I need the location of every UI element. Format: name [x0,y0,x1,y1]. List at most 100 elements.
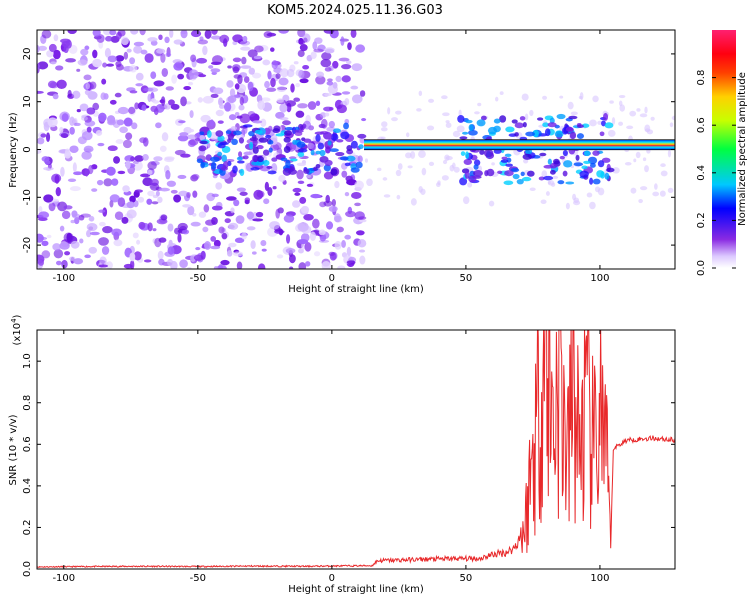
spectrogram-noise-blob [410,198,417,206]
spectrogram-signal-blob [510,168,520,173]
spectrogram-signal-blob [239,168,245,177]
spectrogram-noise-blob [307,101,317,110]
spectrogram-noise-blob [297,103,308,109]
spectrogram-signal-blob [583,150,591,157]
spectrogram-noise-blob [619,104,626,112]
spectrogram-noise-blob [133,45,143,54]
spectrogram-noise-blob [589,119,597,127]
spectrogram-noise-blob [278,228,284,236]
spectrogram-noise-blob [53,248,64,259]
spectrogram-y-axis-label: Frequency (Hz) [8,112,19,188]
spectrogram-noise-blob [221,232,228,240]
spectrogram-noise-blob [219,34,230,44]
spectrogram-noise-blob [263,198,270,205]
spectrogram-signal-blob [327,140,332,146]
spectrogram-noise-blob [262,59,271,66]
spectrogram-noise-blob [215,182,223,190]
spectrogram-noise-blob [314,37,323,44]
spectrogram-noise-blob [48,43,57,53]
spectrogram-noise-blob [48,202,56,212]
spectrogram-noise-blob [609,100,614,104]
spectrogram-noise-blob [421,167,427,176]
spectrogram-noise-blob [170,189,178,194]
spectrogram-noise-blob [589,201,596,210]
spectrogram-signal-blob [601,157,611,163]
spectrogram-noise-blob [334,180,340,189]
spectrogram-noise-blob [218,226,225,234]
spectrogram-noise-blob [295,83,301,88]
spectrogram-signal-blob [519,116,526,121]
spectrogram-noise-blob [324,48,335,54]
spectrogram-noise-blob [257,100,266,110]
spectrogram-signal-blob [262,160,270,166]
spectrogram-signal-blob [592,178,601,185]
spectrogram-noise-blob [84,168,89,177]
spectrogram-signal-blob [222,161,229,169]
spectrogram-noise-blob [143,259,152,263]
spectrogram-noise-blob [336,104,347,114]
spectrogram-noise-blob [92,30,101,37]
spectrogram-noise-blob [228,222,239,230]
spectrogram-noise-blob [660,163,666,168]
spectrogram-noise-blob [644,165,649,173]
spectrogram-signal-blob [554,131,564,138]
spectrogram-signal-blob [283,136,291,143]
spectrogram-noise-blob [69,186,81,192]
spectrogram-signal-blob [499,115,507,123]
spectrogram-noise-blob [43,194,54,203]
spectrogram-signal-blob [272,128,281,134]
spectrogram-noise-blob [499,91,504,96]
spectrogram-noise-blob [276,254,284,259]
spectrogram-noise-blob [113,156,121,164]
spectrogram-noise-blob [659,190,666,197]
spectrogram-signal-blob [603,113,609,121]
spectrogram-noise-blob [364,158,368,163]
spectrogram-signal-blob [313,166,318,172]
spectrogram-noise-blob [299,44,308,52]
spectrogram-signal-blob [335,151,345,157]
spectrogram-signal-blob [253,155,258,163]
spectrogram-signal-blob [525,131,535,137]
spectrogram-noise-blob [338,57,350,62]
spectrogram-noise-blob [290,83,295,93]
spectrogram-noise-blob [350,30,357,39]
spectrogram-signal-blob [199,140,208,145]
spectrogram-noise-blob [128,106,136,115]
spectrogram-signal-blob [568,115,578,120]
spectrogram-noise-blob [640,186,648,191]
spectrogram-noise-blob [218,97,224,107]
spectrogram-noise-blob [396,194,401,200]
spectrogram-noise-blob [161,132,169,142]
spectrogram-signal-blob [536,117,544,121]
spectrogram-noise-blob [298,69,305,79]
spectrogram-signal-blob [275,133,285,137]
spectrogram-noise-blob [73,171,83,176]
spectrogram-noise-blob [149,182,160,191]
spectrogram-signal-blob [225,130,232,135]
spectrogram-noise-blob [346,260,356,265]
spectrogram-noise-blob [607,129,616,137]
spectrogram-noise-blob [630,187,637,194]
spectrogram-noise-blob [125,160,131,170]
spectrogram-noise-blob [323,30,335,34]
spectrogram-signal-blob [330,168,338,176]
spectrogram-noise-blob [337,265,346,269]
spectrogram-noise-blob [304,242,312,252]
spectrogram-noise-blob [636,108,641,112]
spectrogram-noise-blob [69,116,75,126]
spectrogram-noise-blob [144,53,154,63]
spectrogram-noise-blob [246,211,254,220]
spectrogram-noise-blob [158,237,167,243]
spectrogram-noise-blob [247,49,258,58]
spectrogram-noise-blob [84,120,96,127]
spectrogram-noise-blob [146,198,153,205]
spectrogram-noise-blob [292,187,302,193]
spectrogram-noise-blob [345,175,353,182]
spectrogram-signal-blob [350,140,358,149]
spectrogram-noise-blob [351,94,363,104]
spectrogram-noise-blob [462,196,470,205]
spectrogram-signal-blob [542,122,549,128]
spectrogram-signal-blob [343,122,349,130]
spectrogram-noise-blob [351,63,363,72]
spectrogram-noise-blob [150,71,157,79]
